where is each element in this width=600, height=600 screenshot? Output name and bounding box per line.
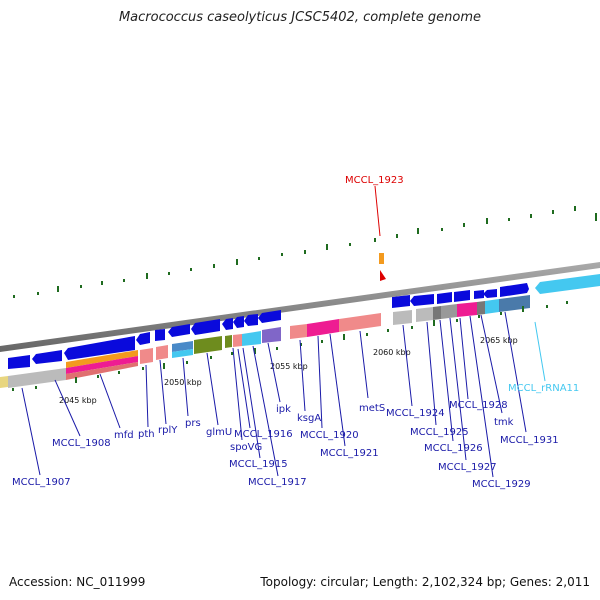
cds-rev[interactable] — [258, 310, 281, 323]
cds-rev[interactable] — [233, 316, 244, 328]
label-mets[interactable]: metS — [359, 403, 385, 414]
label-mccl-1907[interactable]: MCCL_1907 — [12, 477, 71, 488]
band-segment — [416, 307, 433, 322]
band-segment — [242, 331, 261, 346]
cds-fwd[interactable] — [454, 290, 470, 302]
band-segment — [172, 349, 193, 358]
rrna-leader — [534, 321, 546, 382]
band-segment — [140, 348, 153, 364]
accession-text: Accession: NC_011999 — [9, 575, 146, 589]
label-mccl-1927[interactable]: MCCL_1927 — [438, 462, 497, 473]
label-mccl-1917[interactable]: MCCL_1917 — [248, 477, 307, 488]
label-prs[interactable]: prs — [185, 418, 201, 429]
cds-rev[interactable] — [191, 319, 220, 335]
cds-fwd[interactable] — [500, 283, 529, 297]
label-mccl-1921[interactable]: MCCL_1921 — [320, 448, 379, 459]
label-mccl-1916[interactable]: MCCL_1916 — [234, 429, 293, 440]
band-segment — [0, 376, 8, 388]
band-segment — [320, 319, 339, 335]
cds-rev[interactable] — [155, 329, 165, 341]
label-mccl-1931[interactable]: MCCL_1931 — [500, 435, 559, 446]
label-mccl-1908[interactable]: MCCL_1908 — [52, 438, 111, 449]
band-segment — [66, 362, 138, 380]
mccl-1923-marker-icon — [380, 270, 386, 281]
cds-fwd[interactable] — [410, 294, 434, 306]
cds-rev[interactable] — [222, 318, 233, 330]
gene-labels: MCCL_1907 MCCL_1908 mfd pth rplY prs glm… — [12, 400, 559, 490]
rrna-mccl-rrna11[interactable] — [535, 274, 600, 294]
label-mccl-1925[interactable]: MCCL_1925 — [410, 427, 469, 438]
scale-label: 2065 kbp — [480, 336, 518, 345]
label-glmu[interactable]: glmU — [206, 427, 232, 438]
cds-fwd[interactable] — [474, 290, 484, 299]
forward-strand — [392, 283, 529, 308]
reverse-strand — [8, 310, 281, 369]
label-mccl-1915[interactable]: MCCL_1915 — [229, 459, 288, 470]
label-mccl-1923[interactable]: MCCL_1923 — [345, 175, 404, 186]
mccl-1923-feature[interactable] — [379, 253, 384, 264]
band-segment — [441, 304, 457, 319]
cds-rev[interactable] — [8, 355, 30, 369]
cds-rev[interactable] — [32, 350, 62, 364]
band-segment — [433, 306, 441, 320]
band-segment — [307, 322, 320, 337]
cds-rev[interactable] — [136, 332, 150, 345]
band-segment — [194, 336, 222, 354]
inner-ticks — [12, 301, 568, 391]
label-mccl-rrna11[interactable]: MCCL_rRNA11 — [508, 383, 579, 394]
band-segment — [499, 295, 530, 312]
map-title: Macrococcus caseolyticus JCSC5402, compl… — [118, 10, 482, 25]
label-pth[interactable]: pth — [138, 429, 155, 440]
label-mfd[interactable]: mfd — [114, 430, 134, 441]
label-ipk[interactable]: ipk — [276, 404, 291, 415]
band-segment — [457, 302, 477, 317]
scale-label: 2045 kbp — [59, 396, 97, 405]
scale-label: 2055 kbp — [270, 362, 308, 371]
band-segment — [172, 341, 193, 352]
band-segment — [477, 301, 485, 315]
label-tmk[interactable]: tmk — [494, 417, 514, 428]
label-mccl-1928[interactable]: MCCL_1928 — [449, 400, 508, 411]
topology-text: Topology: circular; Length: 2,102,324 bp… — [260, 575, 590, 589]
skew-ticks — [13, 206, 597, 298]
cds-rev[interactable] — [244, 314, 258, 326]
band-segment — [233, 334, 242, 347]
mccl-1923-leader — [374, 185, 381, 237]
cds-fwd[interactable] — [483, 289, 497, 298]
label-mccl-1920[interactable]: MCCL_1920 — [300, 430, 359, 441]
scale-label: 2060 kbp — [373, 348, 411, 357]
label-rply[interactable]: rplY — [158, 425, 178, 436]
band-segment — [393, 310, 412, 325]
band-segment — [8, 368, 66, 388]
band-segment — [485, 299, 499, 314]
genome-backbone — [0, 262, 600, 352]
band-segment — [66, 356, 138, 374]
band-segment — [339, 313, 381, 332]
label-mccl-1929[interactable]: MCCL_1929 — [472, 479, 531, 490]
label-ksga[interactable]: ksgA — [297, 413, 321, 424]
band-segment — [225, 335, 232, 348]
label-mccl-1926[interactable]: MCCL_1926 — [424, 443, 483, 454]
leader-lines — [21, 311, 527, 478]
band-segment — [290, 324, 307, 339]
label-spovg[interactable]: spoVG — [230, 442, 262, 453]
cds-fwd[interactable] — [437, 292, 452, 304]
band-segment — [66, 350, 138, 368]
scale-label: 2050 kbp — [164, 378, 202, 387]
cds-rev[interactable] — [64, 336, 135, 360]
band-segment — [262, 327, 281, 343]
label-mccl-1924[interactable]: MCCL_1924 — [386, 408, 445, 419]
band-segment — [156, 345, 168, 360]
cds-fwd[interactable] — [392, 295, 410, 308]
cds-rev[interactable] — [168, 324, 190, 337]
